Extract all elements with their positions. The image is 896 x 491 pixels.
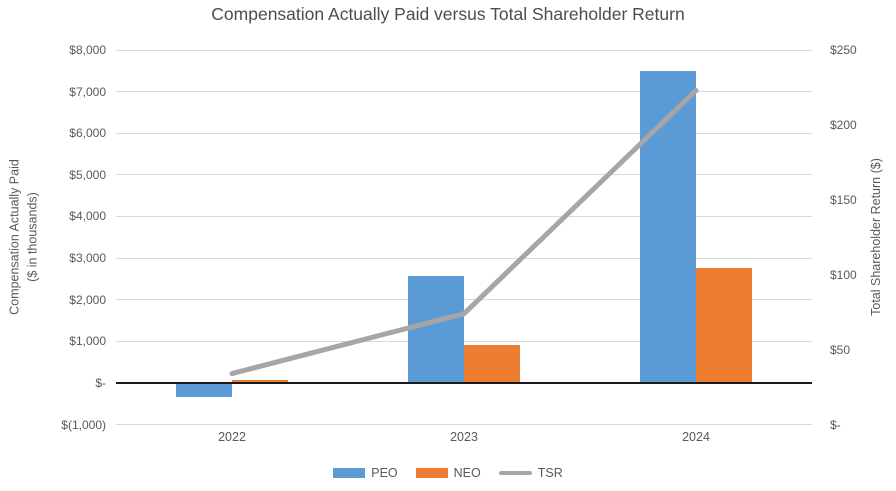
- legend-label-tsr: TSR: [537, 466, 563, 480]
- legend-item-tsr: TSR: [498, 466, 563, 480]
- bar-peo-2022: [176, 382, 232, 398]
- gridline: [116, 174, 812, 176]
- y-axis-tick-label-left: $5,000: [69, 167, 106, 182]
- y-axis-tick-label-right: $50: [830, 342, 851, 357]
- y-axis-tick-label-right: $150: [830, 192, 857, 207]
- y-axis-tick-label-right: $250: [830, 43, 857, 57]
- bar-neo-2023: [464, 344, 520, 383]
- left-axis-title-line1: Compensation Actually Paid: [7, 159, 22, 315]
- y-axis-tick-label-right: $-: [830, 417, 841, 432]
- y-axis-tick-label-left: $3,000: [69, 251, 106, 266]
- bar-neo-2022: [232, 380, 288, 383]
- bar-peo-2024: [640, 70, 696, 383]
- bar-peo-2023: [408, 275, 464, 383]
- x-axis-tick-label: 2023: [450, 430, 478, 444]
- legend-item-neo: NEO: [415, 466, 481, 480]
- y-axis-tick-label-left: $8,000: [69, 43, 106, 57]
- left-axis-title-line2: ($ in thousands): [25, 192, 39, 282]
- gridline: [116, 91, 812, 93]
- gridline: [116, 215, 812, 217]
- legend-label-neo: NEO: [453, 466, 481, 480]
- gridline: [116, 424, 812, 425]
- y-axis-tick-label-left: $2,000: [69, 292, 106, 307]
- neo-legend-swatch: [415, 468, 448, 478]
- y-axis-tick-label-left: $4,000: [69, 209, 106, 224]
- chart-title: Compensation Actually Paid versus Total …: [211, 4, 685, 24]
- legend-item-peo: PEO: [333, 466, 398, 480]
- y-axis-tick-label-left: $7,000: [69, 84, 106, 99]
- y-axis-tick-label-left: $6,000: [69, 126, 106, 141]
- y-axis-tick-label-left: $(1,000): [61, 417, 106, 432]
- y-axis-tick-label-left: $1,000: [69, 334, 106, 349]
- x-axis-tick-label: 2024: [682, 430, 710, 444]
- tsr-legend-swatch: [498, 471, 532, 475]
- bar-neo-2024: [696, 267, 752, 383]
- x-axis-tick-label: 2022: [218, 430, 246, 444]
- right-axis-title: Total Shareholder Return ($): [869, 158, 883, 316]
- gridline: [116, 257, 812, 259]
- y-axis-tick-label-right: $100: [830, 267, 857, 282]
- legend-label-peo: PEO: [371, 466, 398, 480]
- y-axis-tick-label-right: $200: [830, 117, 857, 132]
- gridline: [116, 49, 812, 51]
- x-axis-line: [116, 381, 812, 384]
- left-axis-title: Compensation Actually Paid ($ in thousan…: [7, 159, 42, 315]
- gridline: [116, 132, 812, 134]
- legend: PEO NEO TSR: [0, 466, 896, 480]
- peo-legend-swatch: [333, 468, 366, 478]
- y-axis-tick-label-left: $-: [95, 375, 106, 390]
